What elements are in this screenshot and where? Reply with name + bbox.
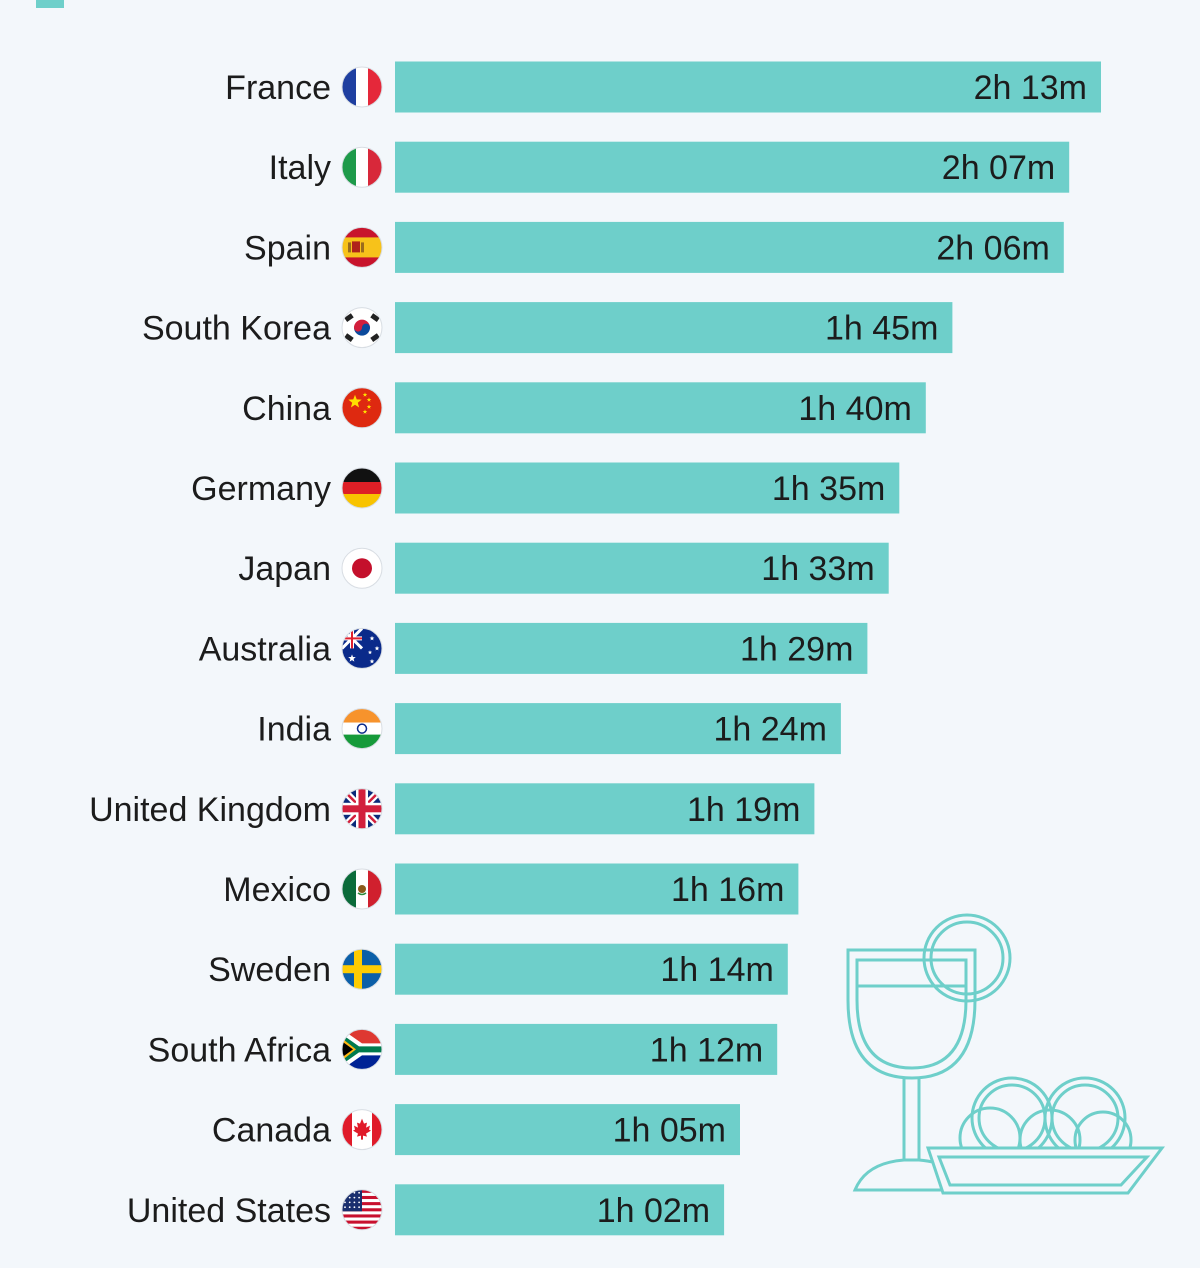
bar-spain [395,221,1064,273]
category-label-united-kingdom: United Kingdom [89,791,331,829]
bar-south-africa [395,1023,778,1075]
category-label-mexico: Mexico [223,871,331,909]
category-label-france: France [225,69,331,107]
value-label-france: 2h 13m [974,69,1087,107]
mexico-flag-icon [341,868,383,910]
france-flag-icon [341,66,383,108]
category-label-australia: Australia [199,630,331,668]
japan-flag-icon [341,547,383,589]
category-label-south-korea: South Korea [142,310,331,348]
bar-south-korea [395,302,953,354]
india-flag-icon [341,708,383,750]
united-kingdom-flag-icon [341,788,383,830]
value-label-united-states: 1h 02m [597,1192,710,1230]
south-africa-flag-icon [341,1028,383,1070]
germany-flag-icon [341,467,383,509]
value-label-mexico: 1h 16m [671,871,784,909]
italy-flag-icon [341,146,383,188]
value-label-japan: 1h 33m [761,550,874,588]
category-label-germany: Germany [191,470,331,508]
category-label-united-states: United States [127,1192,331,1230]
category-label-south-africa: South Africa [148,1031,331,1069]
spain-flag-icon [341,226,383,268]
value-label-united-kingdom: 1h 19m [687,791,800,829]
value-label-italy: 2h 07m [942,149,1055,187]
bar-japan [395,542,889,594]
bar-germany [395,462,900,514]
category-label-japan: Japan [238,550,331,588]
sweden-flag-icon [341,948,383,990]
united-states-flag-icon [341,1189,383,1231]
wine-glass-and-food-plate-icon [846,913,1166,1195]
bar-france [395,61,1101,113]
bar-mexico [395,863,799,915]
category-label-spain: Spain [244,229,331,267]
value-label-canada: 1h 05m [613,1112,726,1150]
category-label-india: India [257,711,331,749]
value-label-south-africa: 1h 12m [650,1031,763,1069]
bar-united-kingdom [395,783,815,835]
bar-italy [395,141,1070,193]
corner-accent [36,0,64,8]
china-flag-icon [341,387,383,429]
australia-flag-icon [341,627,383,669]
category-label-canada: Canada [212,1112,331,1150]
value-label-germany: 1h 35m [772,470,885,508]
value-label-china: 1h 40m [798,390,911,428]
category-label-sweden: Sweden [208,951,331,989]
bar-australia [395,622,868,674]
value-label-sweden: 1h 14m [660,951,773,989]
bar-sweden [395,943,788,995]
category-label-italy: Italy [269,149,331,187]
bar-india [395,703,841,755]
bar-united-states [395,1184,725,1236]
value-label-australia: 1h 29m [740,630,853,668]
south-korea-flag-icon [341,307,383,349]
bar-china [395,382,926,434]
value-label-spain: 2h 06m [936,229,1049,267]
value-label-south-korea: 1h 45m [825,310,938,348]
value-label-india: 1h 24m [713,711,826,749]
bar-canada [395,1104,740,1156]
canada-flag-icon [341,1109,383,1151]
category-label-china: China [242,390,331,428]
